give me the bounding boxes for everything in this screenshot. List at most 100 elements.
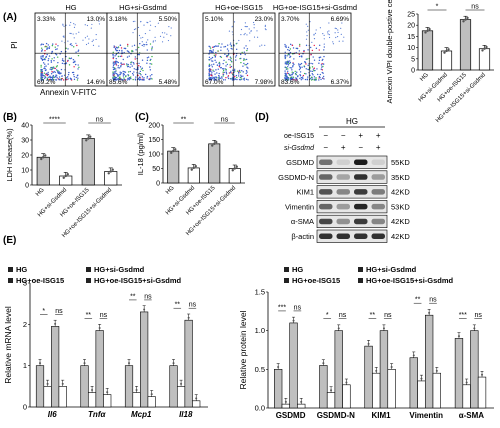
flow-dot xyxy=(56,48,58,50)
flow-dot xyxy=(319,73,321,76)
flow-dot xyxy=(120,64,122,67)
flow-dot xyxy=(327,33,329,35)
flow-dot xyxy=(117,55,120,58)
flow-dot xyxy=(45,65,47,67)
chart-b-ldh: 010203040HGHG+si-GsdmdHG+oe-ISG15HG+oe-I… xyxy=(5,117,122,239)
flow-dot xyxy=(318,44,321,47)
flow-dot xyxy=(54,76,56,78)
flow-dot xyxy=(40,47,43,49)
flow-dot xyxy=(113,71,116,73)
flow-dot xyxy=(335,27,337,30)
flow-dot xyxy=(115,68,117,70)
flow-dot xyxy=(288,54,291,56)
flow-dot xyxy=(45,42,48,45)
quadrant-ll: 67.0% xyxy=(205,79,224,86)
flow-dot xyxy=(245,63,248,66)
x-category-label: Tnfα xyxy=(88,410,106,419)
flow-dot xyxy=(242,78,244,80)
data-point xyxy=(192,166,195,170)
flow-dot xyxy=(126,45,129,47)
flow-dot xyxy=(149,69,152,71)
sig-label: ns xyxy=(189,302,197,309)
flow-dot xyxy=(149,20,151,22)
flow-dot xyxy=(311,72,313,75)
flow-dot xyxy=(65,77,68,79)
bar xyxy=(478,48,491,71)
flow-dot xyxy=(41,70,43,73)
flow-dot xyxy=(223,71,225,74)
flow-dot xyxy=(321,69,324,71)
flow-dot xyxy=(114,63,116,65)
blot-size-label: 42KD xyxy=(391,188,410,197)
flow-dot xyxy=(237,75,240,77)
flow-dot xyxy=(52,43,54,45)
flow-dot xyxy=(154,25,156,28)
bar xyxy=(147,396,156,408)
flow-dot xyxy=(77,64,79,66)
flow-dot xyxy=(296,47,299,50)
flow-dot xyxy=(69,32,71,34)
legend-label: HG+oe-ISG15 xyxy=(292,276,340,285)
y-tick-label: 100 xyxy=(148,152,160,159)
flow-dot xyxy=(140,68,143,70)
flow-dot xyxy=(115,53,117,56)
bar xyxy=(184,319,193,408)
blot-oe-sign: − xyxy=(341,131,346,140)
flow-dot xyxy=(52,74,55,77)
flow-dot xyxy=(289,43,292,46)
x-tick-label: HG xyxy=(165,185,176,196)
flow-dot xyxy=(71,71,74,74)
flow-dot xyxy=(98,23,101,25)
flow-dot xyxy=(284,61,287,63)
flow-dot xyxy=(323,49,325,51)
flow-dot xyxy=(122,58,124,61)
flow-dot xyxy=(47,79,49,81)
data-point xyxy=(54,322,57,325)
flow-dot xyxy=(147,56,150,58)
blot-band xyxy=(371,218,385,225)
bar xyxy=(342,384,351,409)
bar xyxy=(364,345,373,409)
flow-dot xyxy=(138,76,141,79)
flow-dot xyxy=(248,28,250,30)
flow-dot xyxy=(233,45,235,47)
legend-marker xyxy=(358,267,363,272)
flow-dot xyxy=(213,63,215,65)
flow-dot xyxy=(239,71,241,73)
flow-dot xyxy=(337,31,339,34)
blot-si-sign: − xyxy=(358,143,363,152)
y-tick-label: 2 xyxy=(23,320,27,329)
flow-dot xyxy=(65,24,67,26)
flow-dot xyxy=(47,71,49,74)
bar xyxy=(81,138,95,186)
flow-dot xyxy=(312,68,315,70)
flow-dot xyxy=(130,76,132,78)
flow-dot xyxy=(221,77,223,79)
flow-dot xyxy=(126,65,129,68)
legend-marker xyxy=(8,267,13,272)
flow-dot xyxy=(132,20,134,23)
blot-band xyxy=(371,159,385,165)
flow-dot xyxy=(318,49,320,51)
flow-dot xyxy=(311,63,314,65)
data-point xyxy=(428,311,431,314)
flow-dot xyxy=(65,55,67,58)
y-axis-label: Relative protein level xyxy=(238,310,248,389)
flow-dot xyxy=(67,74,70,76)
flow-dot xyxy=(130,78,132,80)
flow-dot xyxy=(245,72,247,75)
quadrant-ur: 6.69% xyxy=(331,16,350,23)
sig-label: ** xyxy=(130,293,136,300)
flow-dot xyxy=(211,73,213,75)
data-point xyxy=(187,316,190,319)
flow-dot xyxy=(113,68,116,70)
flow-dot xyxy=(243,62,245,65)
data-point xyxy=(211,144,214,147)
flow-dot xyxy=(134,78,137,80)
legend-marker xyxy=(86,267,91,272)
flow-dot xyxy=(40,55,42,58)
flow-dot xyxy=(311,66,314,68)
data-point xyxy=(233,167,236,170)
x-category-label: Vimentin xyxy=(409,411,443,420)
flow-dot xyxy=(63,25,65,28)
